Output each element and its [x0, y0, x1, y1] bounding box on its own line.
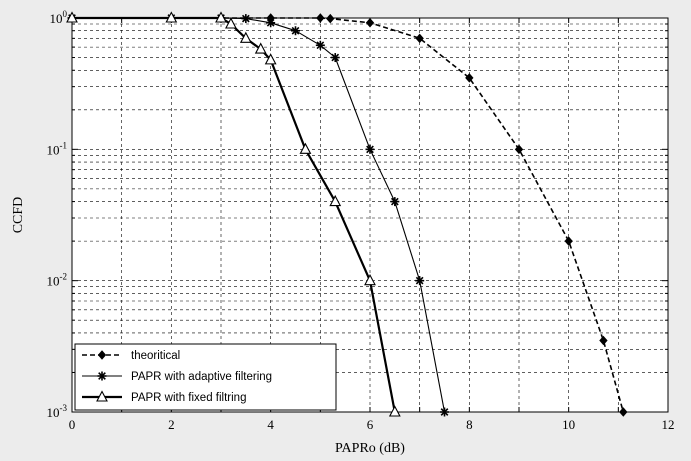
marker-triangle [388, 405, 401, 417]
x-tick-label: 12 [662, 417, 675, 432]
marker-star [97, 371, 107, 381]
x-tick-labels: 0 2 4 6 8 10 12 [69, 417, 675, 432]
y-tick-labels: 100 10-1 10-2 10-3 [47, 9, 68, 420]
y-tick-label: 10-2 [47, 272, 68, 289]
marker-diamond [564, 236, 573, 246]
marker-diamond [514, 144, 524, 155]
x-tick-label: 2 [168, 417, 175, 432]
legend: theoritical PAPR with adaptive filtering P… [74, 343, 337, 411]
x-tick-label: 4 [267, 417, 274, 432]
x-tick-label: 10 [562, 417, 575, 432]
y-axis-label: CCFD [11, 197, 26, 234]
marker-star [390, 197, 400, 207]
marker-star [291, 26, 300, 36]
marker-triangle [239, 31, 252, 43]
marker-diamond [465, 73, 474, 83]
x-tick-label: 0 [69, 417, 76, 432]
marker-star [365, 144, 375, 154]
marker-triangle [299, 142, 312, 154]
marker-triangle [165, 11, 178, 23]
marker-diamond [619, 407, 628, 417]
legend-item: PAPR with adaptive filtering [82, 371, 272, 383]
marker-triangle [329, 194, 342, 207]
marker-triangle [96, 390, 108, 402]
marker-star [266, 18, 276, 28]
marker-triangle [264, 53, 277, 65]
x-tick-label: 6 [367, 417, 374, 432]
marker-diamond [365, 17, 375, 28]
legend-items: theoritical PAPR with adaptive filtering P… [82, 350, 272, 404]
legend-item: PAPR with fixed filtring [82, 390, 246, 404]
marker-star [241, 14, 251, 24]
legend-label: theoritical [131, 350, 180, 362]
marker-diamond [97, 350, 107, 360]
marker-triangle [215, 11, 227, 23]
marker-star [440, 407, 449, 417]
marker-triangle [225, 17, 237, 29]
legend-item: theoritical [82, 350, 180, 362]
y-tick-label: 100 [50, 9, 68, 26]
marker-star [315, 40, 325, 50]
y-tick-label: 10-1 [47, 140, 68, 157]
marker-triangle [254, 42, 267, 54]
y-tick-label: 10-3 [47, 403, 68, 420]
series-layer [66, 11, 628, 417]
marker-diamond [599, 335, 608, 346]
marker-star [330, 53, 340, 63]
marker-triangle [66, 11, 78, 23]
x-tick-label: 8 [466, 417, 473, 432]
marker-triangle [364, 273, 376, 286]
x-axis-label: PAPRo (dB) [335, 441, 405, 456]
marker-star [415, 276, 425, 286]
marker-diamond [316, 13, 325, 23]
legend-label: PAPR with fixed filtring [131, 392, 246, 404]
marker-diamond [415, 33, 424, 44]
legend-label: PAPR with adaptive filtering [131, 371, 272, 383]
marker-diamond [326, 13, 335, 24]
series-fixed [66, 11, 401, 417]
